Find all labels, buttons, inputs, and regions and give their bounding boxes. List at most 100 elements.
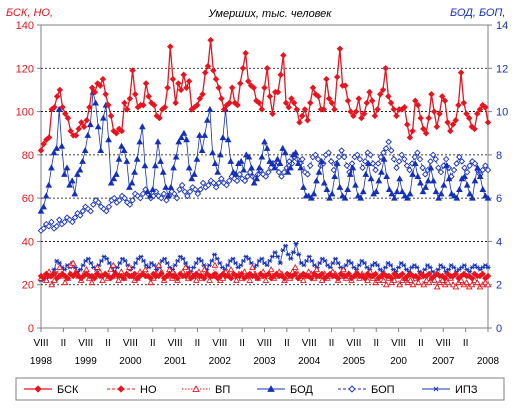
left-tick-label: 40	[22, 236, 34, 248]
data-point	[349, 164, 357, 171]
data-point	[269, 110, 276, 117]
data-point	[414, 101, 422, 109]
data-point	[385, 138, 392, 146]
data-point	[107, 266, 114, 273]
data-point	[433, 123, 441, 130]
data-point	[253, 175, 261, 182]
x-tick-label: VIII	[168, 338, 183, 349]
data-point	[171, 190, 178, 198]
data-point	[123, 157, 131, 164]
data-point	[396, 281, 404, 288]
data-point	[471, 125, 478, 133]
legend-marker	[34, 385, 42, 393]
data-point	[449, 121, 457, 128]
data-point	[393, 164, 400, 172]
data-point	[275, 254, 281, 259]
data-point	[358, 114, 365, 122]
x-tick-label: VIII	[302, 338, 317, 349]
data-point	[335, 153, 343, 161]
data-point	[448, 190, 455, 197]
data-point	[425, 270, 433, 278]
data-point	[354, 192, 362, 199]
data-point	[276, 159, 284, 167]
data-point	[308, 274, 315, 282]
data-point	[91, 274, 98, 282]
legend: БСК НО ВП БОД БОП ИПЗ	[15, 377, 505, 401]
data-point	[371, 112, 379, 120]
data-point	[80, 263, 86, 268]
data-point	[219, 134, 227, 141]
data-point	[366, 88, 373, 96]
data-point	[183, 260, 189, 266]
data-point	[372, 166, 379, 174]
data-point	[365, 159, 372, 167]
data-point	[232, 170, 240, 177]
data-point	[385, 185, 393, 193]
data-point	[406, 166, 413, 174]
data-point	[456, 153, 463, 161]
data-point	[318, 276, 326, 283]
x-tick-year-label: 1998	[30, 356, 53, 367]
data-point	[102, 91, 109, 98]
data-point	[175, 80, 182, 87]
data-point	[299, 276, 307, 283]
data-point	[190, 265, 197, 270]
data-point	[451, 265, 457, 270]
data-point	[232, 260, 239, 266]
data-point	[225, 263, 231, 268]
data-point	[382, 265, 389, 270]
data-point	[382, 145, 390, 152]
data-point	[211, 159, 219, 167]
data-point	[328, 99, 336, 107]
data-point	[281, 149, 289, 156]
data-point	[125, 263, 133, 270]
right-tick-label: 12	[496, 63, 508, 75]
data-point	[205, 181, 212, 189]
data-point	[377, 153, 385, 161]
data-point	[427, 265, 433, 270]
data-point	[280, 52, 287, 59]
data-point	[210, 67, 217, 74]
data-point	[180, 71, 187, 79]
legend-label: БОД	[290, 384, 313, 396]
data-point	[378, 168, 385, 175]
data-point	[335, 260, 341, 266]
data-point	[200, 266, 208, 273]
data-point	[440, 265, 446, 270]
series-БОП	[37, 138, 492, 234]
data-point	[87, 121, 94, 128]
data-point	[380, 149, 387, 156]
data-point	[476, 106, 484, 113]
data-point	[133, 260, 139, 266]
data-point	[79, 207, 87, 215]
data-point	[79, 157, 86, 164]
x-tick-label: II	[195, 338, 201, 349]
data-point	[95, 199, 102, 206]
x-tick-label: II	[61, 338, 67, 349]
data-point	[355, 95, 362, 102]
data-point	[137, 194, 144, 202]
data-point	[417, 179, 424, 186]
data-point	[343, 263, 349, 268]
data-point	[91, 88, 99, 96]
data-point	[206, 263, 212, 268]
data-point	[380, 276, 387, 283]
data-point	[463, 181, 471, 188]
data-point	[183, 84, 190, 92]
x-tick-label: VIII	[257, 338, 272, 349]
data-point	[207, 36, 214, 44]
data-point	[449, 281, 457, 288]
data-point	[196, 131, 203, 138]
data-point	[468, 281, 476, 288]
data-point	[103, 207, 110, 215]
data-point	[154, 138, 162, 145]
data-point	[482, 104, 489, 111]
data-point	[333, 159, 341, 167]
x-tick-label: II	[463, 338, 469, 349]
right-tick-label: 0	[496, 323, 502, 335]
data-point	[241, 177, 249, 185]
data-point	[437, 190, 445, 197]
data-point	[190, 170, 198, 177]
data-point	[297, 164, 305, 171]
